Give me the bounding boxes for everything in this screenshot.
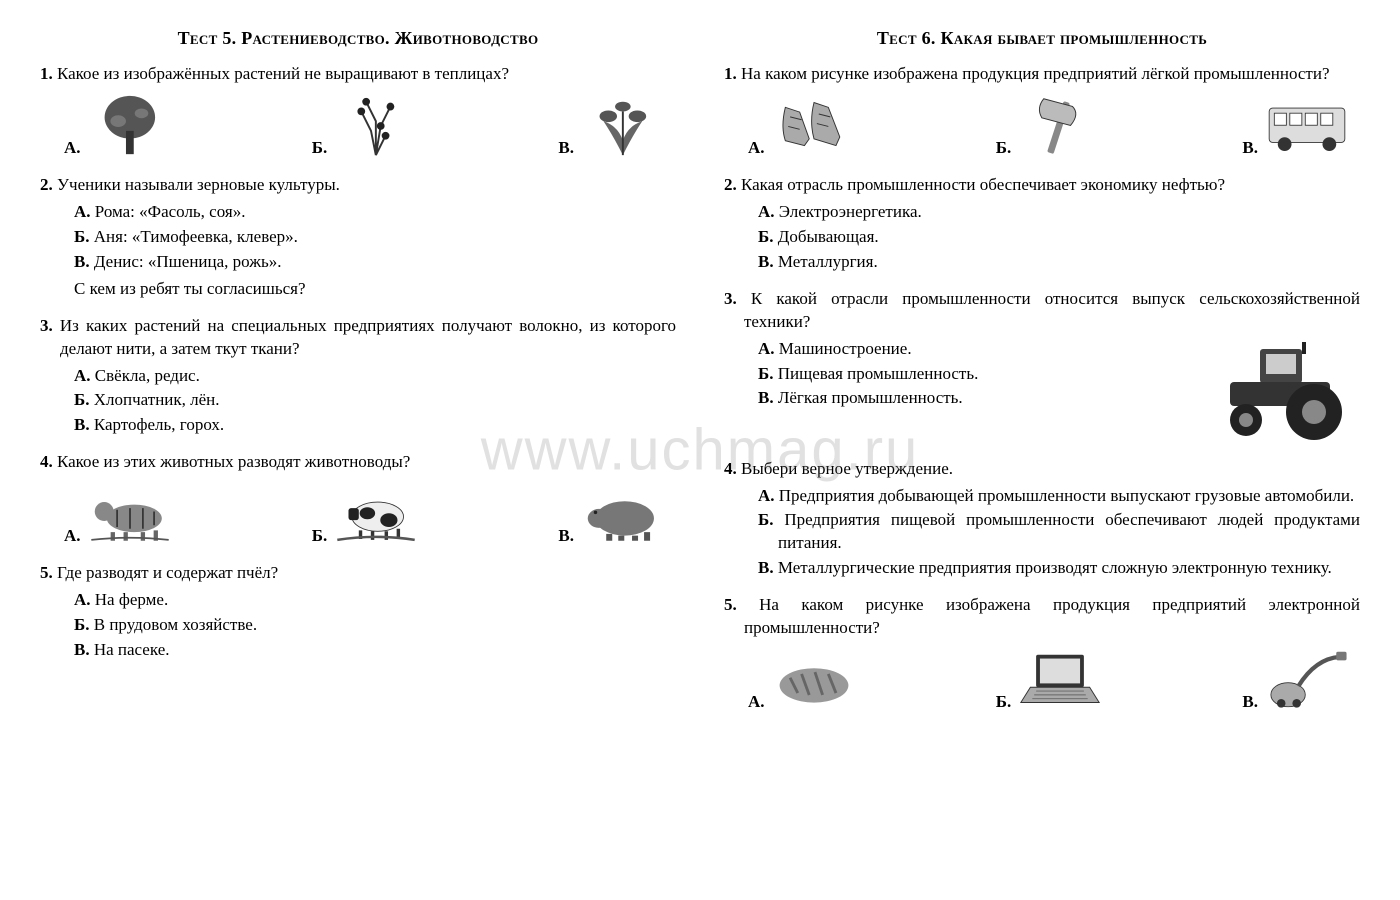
- text-options: А. Предприятия добывающей промышленности…: [724, 485, 1360, 581]
- option-c: В. На пасеке.: [74, 639, 676, 662]
- option-b: Б.: [996, 92, 1104, 160]
- bread-icon: [771, 646, 857, 714]
- t6-q1: 1. На каком рисунке изображена продукция…: [724, 63, 1360, 160]
- cow-icon: [333, 480, 419, 548]
- option-label: Б.: [312, 525, 328, 548]
- t5-q1: 1. Какое из изображённых растений не выр…: [40, 63, 676, 160]
- q-text: 5. Где разводят и содержат пчёл?: [40, 562, 676, 585]
- text-options: А. На ферме. Б. В прудовом хозяйстве. В.…: [40, 589, 676, 662]
- option-a: А.: [748, 646, 857, 714]
- option-label: В.: [558, 525, 574, 548]
- option-b: Б.: [312, 480, 420, 548]
- image-options: А. Б. В.: [724, 642, 1360, 714]
- option-b: Б.: [312, 92, 420, 160]
- vacuum-icon: [1264, 646, 1350, 714]
- t6-q5: 5. На каком рисунке изображена продукция…: [724, 594, 1360, 714]
- q-text: 5. На каком рисунке изображена продукция…: [724, 594, 1360, 640]
- option-a: А. Электроэнергетика.: [758, 201, 1360, 224]
- q-text: 3. Из каких растений на специальных пред…: [40, 315, 676, 361]
- option-c: В. Металлургические предприятия производ…: [758, 557, 1360, 580]
- option-a: А.: [748, 92, 857, 160]
- laptop-icon: [1017, 646, 1103, 714]
- t5-q3: 3. Из каких растений на специальных пред…: [40, 315, 676, 438]
- image-options: А. Б. В.: [40, 88, 676, 160]
- q-text: 4. Какое из этих животных разводят живот…: [40, 451, 676, 474]
- option-label: А.: [748, 691, 765, 714]
- option-label: Б.: [312, 137, 328, 160]
- option-c: В.: [1242, 646, 1350, 714]
- bush-icon: [333, 92, 419, 160]
- option-c: В. Денис: «Пшеница, рожь».: [74, 251, 676, 274]
- t6-q3: 3. К какой отрасли промышленности относи…: [724, 288, 1360, 444]
- tractor-icon: [1210, 334, 1360, 444]
- plant-icon: [580, 92, 666, 160]
- image-options: А. Б. В.: [724, 88, 1360, 160]
- q-text: 2. Какая отрасль промышленности обеспечи…: [724, 174, 1360, 197]
- option-a: А.: [64, 92, 173, 160]
- option-a: А. На ферме.: [74, 589, 676, 612]
- option-b: Б. Хлопчатник, лён.: [74, 389, 676, 412]
- boots-icon: [771, 92, 857, 160]
- t5-q2: 2. Ученики называли зерновые культуры. А…: [40, 174, 676, 301]
- option-label: В.: [1242, 137, 1258, 160]
- option-b: Б. Добывающая.: [758, 226, 1360, 249]
- t6-q4: 4. Выбери верное утверждение. А. Предпри…: [724, 458, 1360, 581]
- text-options: А. Свёкла, редис. Б. Хлопчатник, лён. В.…: [40, 365, 676, 438]
- option-a: А. Свёкла, редис.: [74, 365, 676, 388]
- option-b: Б. Аня: «Тимофеевка, клевер».: [74, 226, 676, 249]
- option-label: А.: [64, 137, 81, 160]
- option-c: В.: [558, 92, 666, 160]
- q-text: 4. Выбери верное утверждение.: [724, 458, 1360, 481]
- image-options: А. Б. В.: [40, 476, 676, 548]
- q-text: 1. Какое из изображённых растений не выр…: [40, 63, 676, 86]
- option-c: В.: [558, 480, 666, 548]
- tree-icon: [87, 92, 173, 160]
- left-column: Тест 5. Растениеводство. Животноводство …: [40, 28, 676, 872]
- t5-q4: 4. Какое из этих животных разводят живот…: [40, 451, 676, 548]
- axe-icon: [1017, 92, 1103, 160]
- text-options: А. Рома: «Фасоль, соя». Б. Аня: «Тимофее…: [40, 201, 676, 274]
- option-label: В.: [1242, 691, 1258, 714]
- follow-up: С кем из ребят ты согласишься?: [40, 278, 676, 301]
- option-a: А. Рома: «Фасоль, соя».: [74, 201, 676, 224]
- t5-q5: 5. Где разводят и содержат пчёл? А. На ф…: [40, 562, 676, 662]
- q-text: 3. К какой отрасли промышленности относи…: [724, 288, 1360, 334]
- bus-icon: [1264, 92, 1350, 160]
- q-text: 2. Ученики называли зерновые культуры.: [40, 174, 676, 197]
- option-b: Б.: [996, 646, 1104, 714]
- option-b: Б. В прудовом хозяйстве.: [74, 614, 676, 637]
- option-b: Б. Предприятия пищевой промышленности об…: [758, 509, 1360, 555]
- option-label: Б.: [996, 137, 1012, 160]
- hippo-icon: [580, 480, 666, 548]
- test6-title: Тест 6. Какая бывает промышленность: [724, 28, 1360, 49]
- tiger-icon: [87, 480, 173, 548]
- option-label: А.: [748, 137, 765, 160]
- option-label: Б.: [996, 691, 1012, 714]
- t6-q2: 2. Какая отрасль промышленности обеспечи…: [724, 174, 1360, 274]
- q-text: 1. На каком рисунке изображена продукция…: [724, 63, 1360, 86]
- option-a: А.: [64, 480, 173, 548]
- option-c: В. Картофель, горох.: [74, 414, 676, 437]
- test5-title: Тест 5. Растениеводство. Животноводство: [40, 28, 676, 49]
- text-options: А. Электроэнергетика. Б. Добывающая. В. …: [724, 201, 1360, 274]
- option-c: В. Металлургия.: [758, 251, 1360, 274]
- option-a: А. Предприятия добывающей промышленности…: [758, 485, 1360, 508]
- option-label: В.: [558, 137, 574, 160]
- option-c: В.: [1242, 92, 1350, 160]
- right-column: Тест 6. Какая бывает промышленность 1. Н…: [724, 28, 1360, 872]
- option-label: А.: [64, 525, 81, 548]
